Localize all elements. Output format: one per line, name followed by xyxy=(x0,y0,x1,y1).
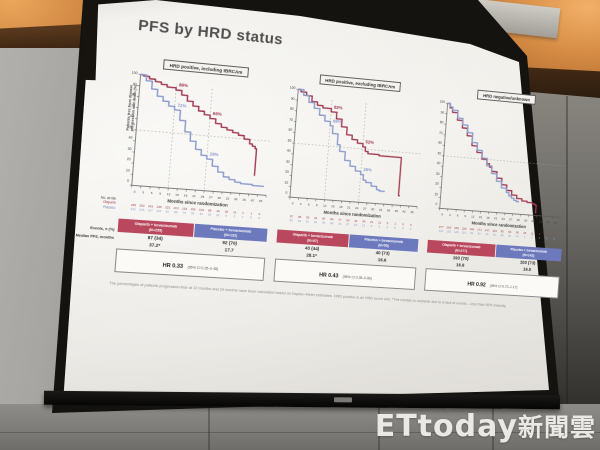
y-tick: 100 xyxy=(439,99,446,105)
y-tick: 90 xyxy=(440,110,445,115)
km-panels-row: HRD positive, including tBRCAm Patients … xyxy=(75,53,550,299)
screen-brand-logo xyxy=(333,397,353,403)
y-tick: 80 xyxy=(289,106,294,112)
watermark-cjk: 新聞雲 xyxy=(517,413,596,442)
wall-panel-seam-horizontal xyxy=(0,432,600,433)
at-risk-count: 0 xyxy=(409,226,412,231)
pct-label: 89% xyxy=(178,82,189,89)
presentation-slide: PFS by HRD status HRD positive, includin… xyxy=(74,4,553,376)
x-tick: 45 xyxy=(410,210,414,215)
at-risk-count: 0 xyxy=(553,236,556,241)
at-risk-labels: No. at risk Olaparib Placebo xyxy=(79,194,116,210)
y-tick: 30 xyxy=(285,159,290,164)
wall-seam xyxy=(566,96,568,450)
events-row-label: Events, n (%) xyxy=(90,226,115,232)
y-tick: 20 xyxy=(284,169,290,175)
wall-bottom xyxy=(0,404,600,450)
y-tick: 50 xyxy=(437,151,442,156)
pct-label: 69% xyxy=(332,118,342,125)
y-tick: 10 xyxy=(125,168,130,173)
km-plot: 89% 66% 71% 29% xyxy=(128,72,277,199)
results-table: Events, n (%) Median PFS, months Olapari… xyxy=(75,218,268,281)
y-tick: 0 xyxy=(435,202,438,207)
y-tick: 40 xyxy=(286,148,291,154)
results-table: Olaparib + bevacizumab (N=97) Placebo + … xyxy=(273,229,419,290)
y-tick: 60 xyxy=(438,140,442,146)
x-tick: 45 xyxy=(258,198,263,204)
y-tick: 90 xyxy=(290,96,295,101)
results-table: Olaparib + bevacizumab (N=277) Placebo +… xyxy=(424,239,562,299)
km-panel-hrd-positive-incl-tbrcam: HRD positive, including tBRCAm Patients … xyxy=(75,56,282,281)
y-tick: 80 xyxy=(439,120,444,125)
y-tick: 40 xyxy=(436,161,441,166)
y-tick: 70 xyxy=(438,130,443,135)
y-tick: 10 xyxy=(284,180,289,185)
wall-panel-seam xyxy=(208,404,210,450)
km-curves-svg xyxy=(128,72,277,199)
pct-label: 82% xyxy=(333,104,343,111)
y-tick: 0 xyxy=(126,179,130,184)
y-tick: 20 xyxy=(126,157,131,162)
km-panel-hrd-negative-unknown: HRD negative/unknown 100 90 80 70 60 50 40 30 20… xyxy=(422,86,574,299)
watermark-latin: ETtoday xyxy=(374,409,518,444)
at-risk-count: 0 xyxy=(258,215,261,220)
y-tick: 0 xyxy=(285,191,288,196)
chart-title-box: HRD positive, excluding tBRCAm xyxy=(319,74,402,93)
km-panel-hrd-positive-excl-tbrcam: HRD positive, excluding tBRCAm 100 90 80 70… xyxy=(271,71,432,290)
km-plot xyxy=(437,101,571,221)
y-tick: 50 xyxy=(287,138,292,143)
x-tick: 45 xyxy=(553,220,558,225)
chart-title-box: HRD negative/unknown xyxy=(477,89,536,105)
pct-label: 71% xyxy=(177,102,187,109)
km-curves-svg xyxy=(287,87,429,211)
y-tick: 60 xyxy=(288,127,293,133)
chart-title-box: HRD positive, including tBRCAm xyxy=(163,59,249,78)
median-row-label: Median PFS, months xyxy=(75,233,115,241)
km-plot: 82% 52% 69% 26% xyxy=(287,87,429,211)
y-tick: 70 xyxy=(289,117,294,122)
table-row-labels: Events, n (%) Median PFS, months xyxy=(67,225,118,245)
y-tick: 10 xyxy=(434,192,439,197)
pct-label: 26% xyxy=(363,167,373,173)
y-tick: 100 xyxy=(289,85,296,91)
y-tick: 20 xyxy=(435,181,439,187)
pct-label: 52% xyxy=(365,139,375,146)
pct-label: 29% xyxy=(209,151,219,158)
wall-panel-seam xyxy=(378,404,380,450)
y-tick: 30 xyxy=(435,171,440,176)
wall-panel-seam xyxy=(492,404,494,450)
ettoday-watermark: ETtoday新聞雲 xyxy=(375,408,596,444)
pct-label: 66% xyxy=(212,111,222,117)
km-curves-svg xyxy=(437,101,571,221)
